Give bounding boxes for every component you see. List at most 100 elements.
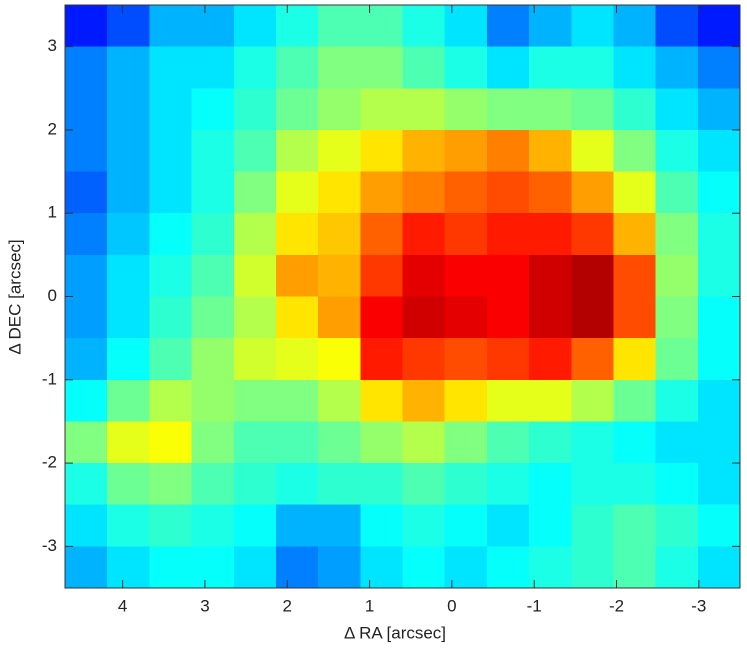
heatmap-cell [233, 171, 277, 214]
heatmap-cell [318, 504, 361, 547]
heatmap-cell [107, 338, 150, 381]
heatmap-cell [444, 546, 488, 589]
heatmap-cell [613, 5, 657, 48]
heatmap-cell [697, 5, 741, 48]
heatmap-cell [191, 213, 235, 256]
heatmap-cell [360, 129, 403, 173]
heatmap-cell [360, 296, 403, 339]
heatmap-cell [486, 338, 530, 381]
heatmap-cell [107, 171, 150, 214]
heatmap-cell [360, 213, 403, 256]
heatmap-cell [318, 171, 361, 214]
heatmap-cell [107, 379, 150, 422]
heatmap-cell [191, 463, 235, 506]
heatmap-cell [444, 254, 488, 297]
heatmap-cell [444, 46, 488, 89]
heatmap-cell [655, 254, 699, 297]
heatmap-cell [107, 213, 150, 256]
heatmap-cell [402, 46, 446, 89]
heatmap-cell [149, 546, 193, 589]
heatmap-cell [191, 88, 235, 131]
heatmap-cell [613, 129, 657, 173]
heatmap-cell [697, 546, 741, 589]
heatmap-cell [233, 129, 277, 173]
heatmap-cell [402, 254, 446, 297]
x-axis-label: Δ RA [arcsec] [344, 623, 446, 642]
heatmap-cell [191, 421, 235, 464]
heatmap-cell [65, 129, 108, 173]
heatmap-cell [107, 296, 150, 339]
heatmap-cell [571, 338, 614, 381]
heatmap-cell [149, 338, 193, 381]
x-tick-label: 3 [200, 596, 209, 615]
heatmap-cell [65, 463, 108, 506]
heatmap-cell [402, 213, 446, 256]
heatmap-cell [191, 46, 235, 89]
heatmap-cell [191, 254, 235, 297]
heatmap-cell [486, 46, 530, 89]
heatmap-cell [529, 129, 572, 173]
heatmap-cell [486, 213, 530, 256]
heatmap-cell [571, 546, 614, 589]
heatmap-cell [191, 379, 235, 422]
heatmap-cell [318, 296, 361, 339]
y-tick-label: -1 [42, 369, 57, 388]
heatmap-cell [65, 338, 108, 381]
heatmap-cell [571, 5, 614, 48]
heatmap-cell [571, 171, 614, 214]
y-tick-label: 1 [48, 203, 57, 222]
heatmap-cell [571, 504, 614, 547]
heatmap-cell [65, 88, 108, 131]
heatmap-cell [107, 88, 150, 131]
heatmap-cell [318, 338, 361, 381]
heatmap-cell [149, 171, 193, 214]
heatmap-cell [655, 379, 699, 422]
heatmap-cell [613, 338, 657, 381]
heatmap-cell [486, 88, 530, 131]
heatmap-cell [613, 463, 657, 506]
heatmap-cell [360, 546, 403, 589]
heatmap-cell [697, 338, 741, 381]
heatmap-cell [107, 129, 150, 173]
heatmap-cell [613, 546, 657, 589]
heatmap-cell [360, 5, 403, 48]
x-tick-label: 2 [283, 596, 292, 615]
heatmap-cell [149, 504, 193, 547]
heatmap-cell [655, 5, 699, 48]
heatmap-cell [486, 254, 530, 297]
heatmap-cell [65, 46, 108, 89]
heatmap-cell [233, 338, 277, 381]
y-tick-label: 2 [48, 119, 57, 138]
x-tick-label: 1 [365, 596, 374, 615]
heatmap-cell [613, 46, 657, 89]
heatmap-cell [149, 379, 193, 422]
heatmap-cell [571, 463, 614, 506]
heatmap-cell [486, 171, 530, 214]
heatmap-cell [529, 379, 572, 422]
heatmap-cell [149, 129, 193, 173]
heatmap-cell [360, 463, 403, 506]
heatmap-cell [655, 463, 699, 506]
heatmap-cell [529, 546, 572, 589]
heatmap-cell [275, 254, 319, 297]
heatmap-cell [444, 5, 488, 48]
heatmap-cell [275, 504, 319, 547]
heatmap-cell [275, 338, 319, 381]
heatmap-cell [360, 171, 403, 214]
heatmap-cell [655, 213, 699, 256]
heatmap-cell [613, 296, 657, 339]
heatmap-cell [191, 338, 235, 381]
heatmap-cell [571, 213, 614, 256]
heatmap-cell [529, 463, 572, 506]
heatmap-cell [65, 421, 108, 464]
heatmap-cell [65, 5, 108, 48]
x-tick-label: 0 [447, 596, 456, 615]
heatmap-cell [402, 546, 446, 589]
heatmap-cell [275, 213, 319, 256]
heatmap-cell [402, 421, 446, 464]
heatmap-cell [107, 463, 150, 506]
heatmap-cell [275, 5, 319, 48]
heatmap-cell [360, 421, 403, 464]
heatmap-cell [697, 421, 741, 464]
heatmap-cell [191, 504, 235, 547]
